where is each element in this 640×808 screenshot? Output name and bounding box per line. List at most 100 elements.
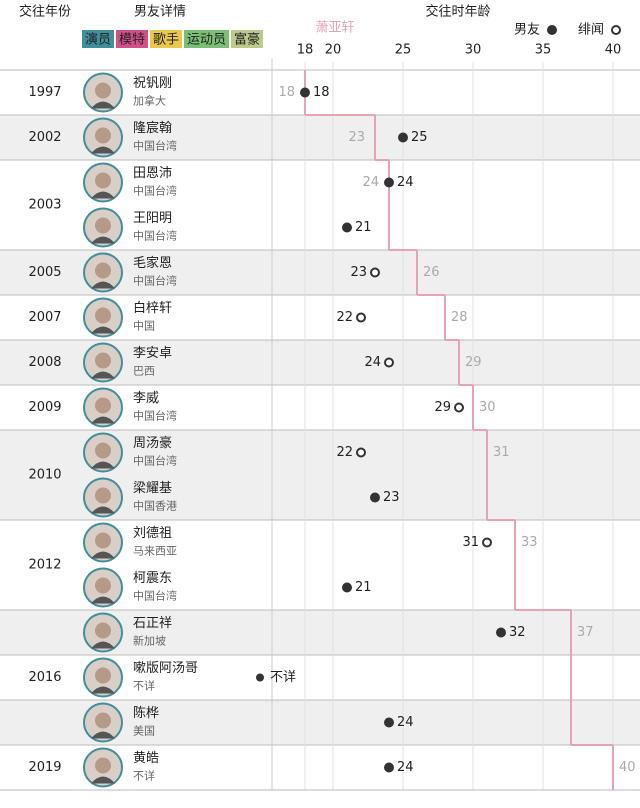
- age-dot: [384, 762, 394, 773]
- avatar-body: [91, 731, 115, 739]
- x-title: 交往时年龄: [425, 4, 490, 20]
- age-label: 22: [336, 445, 353, 460]
- avatar-body: [91, 236, 115, 244]
- legend-label: 绯闻: [578, 23, 604, 38]
- person-origin: 中国台湾: [133, 589, 177, 603]
- person-origin: 中国台湾: [133, 229, 177, 243]
- tag-box: [231, 30, 263, 48]
- age-dot: [300, 87, 310, 98]
- unknown-age-dot: [256, 673, 264, 682]
- person-origin: 中国台湾: [133, 184, 177, 198]
- age-label: 32: [509, 625, 526, 640]
- avatar-body: [91, 641, 115, 649]
- person-origin: 不详: [133, 769, 155, 783]
- avatar-body: [91, 686, 115, 694]
- year-label: 2008: [28, 355, 61, 370]
- tag-label: 模特: [119, 33, 145, 48]
- person-origin: 中国台湾: [133, 409, 177, 423]
- details-header: 男友详情: [134, 4, 186, 20]
- person-origin: 中国香港: [133, 500, 177, 513]
- legend-marker: [611, 25, 621, 35]
- person-name: 李安卓: [133, 346, 172, 361]
- age-dot: [454, 402, 464, 413]
- age-label: 25: [411, 130, 428, 145]
- avatar-body: [91, 281, 115, 289]
- person-name: 田恩沛: [133, 166, 172, 181]
- person-name: 祝钒刚: [133, 76, 172, 91]
- age-dot: [398, 132, 408, 143]
- avatar-body: [91, 416, 115, 424]
- age-label: 21: [355, 580, 372, 595]
- legend-label: 男友: [514, 22, 540, 38]
- age-dot: [356, 447, 366, 458]
- age-label: 23: [383, 490, 400, 505]
- year-label: 2005: [28, 265, 61, 280]
- her-age-label: 18: [278, 85, 295, 100]
- tag-box: [116, 30, 148, 48]
- her-age-label: 31: [493, 445, 510, 460]
- legend-marker: [547, 25, 557, 35]
- person-name: 陈桦: [133, 705, 159, 721]
- person-name: 刘德祖: [133, 526, 172, 541]
- age-dot: [370, 492, 380, 503]
- tag-label: 富豪: [234, 32, 260, 48]
- avatar-body: [91, 596, 115, 604]
- person-name: 石正祥: [133, 616, 172, 631]
- person-origin: 中国: [133, 320, 155, 333]
- avatar-face: [95, 667, 111, 684]
- person-name: 毛家恩: [133, 255, 172, 271]
- person-name: 嗽版阿汤哥: [133, 661, 198, 676]
- person-name: 王阳明: [133, 211, 172, 226]
- her-age-label: 33: [521, 535, 538, 550]
- age-dot: [496, 627, 506, 638]
- avatar-face: [95, 712, 111, 729]
- age-label: 不详: [270, 670, 296, 685]
- her-age-label: 23: [348, 130, 365, 145]
- avatar-body: [91, 191, 115, 199]
- x-tick-label: 18: [297, 43, 314, 58]
- age-dot: [342, 582, 352, 593]
- avatar-body: [91, 146, 115, 154]
- person-origin: 中国台湾: [133, 274, 177, 288]
- avatar-body: [91, 371, 115, 379]
- avatar-body: [91, 326, 115, 334]
- age-dot: [384, 717, 394, 728]
- tag-label: 演员: [85, 32, 111, 48]
- tag-label: 运动员: [187, 33, 226, 48]
- person-origin: 美国: [133, 725, 155, 738]
- age-label: 18: [313, 85, 330, 100]
- age-dot: [482, 537, 492, 548]
- person-name: 柯震东: [133, 571, 172, 586]
- year-label: 2012: [28, 558, 61, 573]
- avatar-body: [91, 506, 115, 514]
- year-label: 1997: [28, 85, 61, 100]
- x-tick-label: 30: [465, 43, 482, 58]
- person-origin: 中国台湾: [133, 454, 177, 468]
- avatar-face: [95, 307, 111, 324]
- x-tick-label: 35: [535, 43, 552, 58]
- year-header: 交往年份: [19, 4, 71, 20]
- year-label: 2016: [28, 670, 61, 685]
- her-age-label: 28: [451, 310, 468, 325]
- her-age-label: 37: [577, 625, 594, 640]
- avatar-face: [95, 82, 111, 99]
- person-origin: 加拿大: [133, 94, 166, 108]
- person-origin: 马来西亚: [133, 545, 177, 558]
- line-name: 萧亚轩: [315, 21, 354, 36]
- age-label: 24: [397, 175, 414, 190]
- avatar-face: [95, 577, 111, 594]
- tag-box: [150, 30, 182, 48]
- x-tick-label: 25: [395, 43, 412, 58]
- year-label: 2007: [28, 310, 61, 325]
- avatar-face: [95, 757, 111, 774]
- tag-box: [184, 30, 229, 48]
- person-name: 梁耀基: [133, 481, 172, 496]
- avatar-face: [95, 172, 111, 189]
- year-label: 2003: [28, 198, 61, 213]
- her-age-label: 29: [465, 355, 482, 370]
- year-label: 2010: [28, 468, 61, 483]
- avatar-face: [95, 487, 111, 504]
- age-dot: [384, 357, 394, 368]
- age-dot: [384, 177, 394, 188]
